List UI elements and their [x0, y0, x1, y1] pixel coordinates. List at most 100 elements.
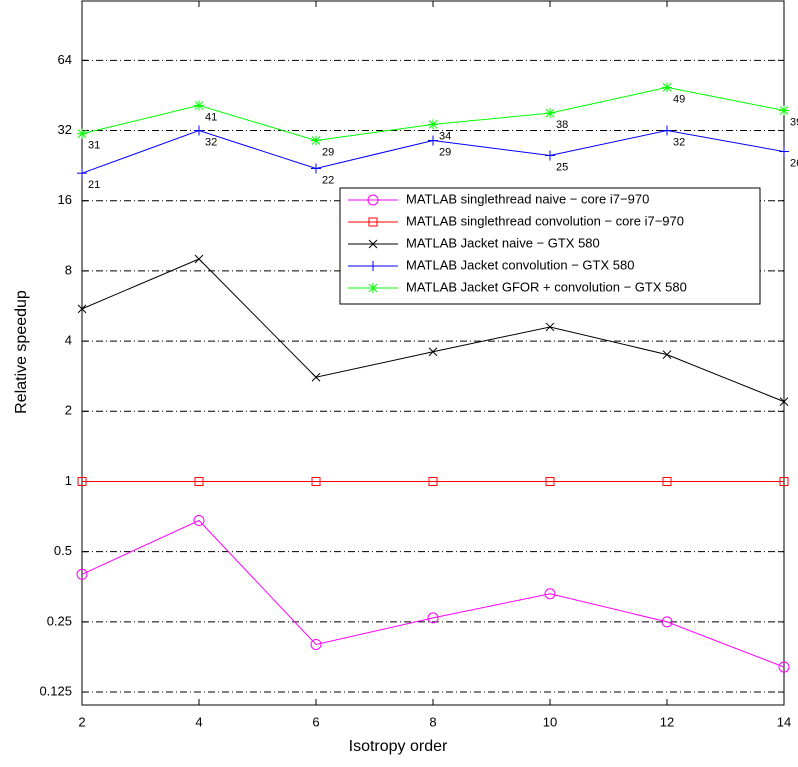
- y-tick-label: 32: [58, 122, 72, 137]
- marker-shape: [311, 476, 321, 486]
- marker: [779, 397, 789, 406]
- marker: [779, 476, 789, 486]
- x-tick-label: 14: [777, 714, 791, 729]
- data-label: 49: [673, 93, 685, 105]
- marker-stroke: [194, 254, 204, 264]
- y-tick-label: 2: [65, 403, 72, 418]
- marker: [368, 283, 378, 293]
- marker: [778, 661, 790, 673]
- marker: [77, 168, 87, 179]
- y-axis-label: Relative speedup: [13, 290, 30, 414]
- marker: [311, 476, 321, 486]
- marker: [428, 347, 438, 357]
- marker-shape: [368, 217, 378, 227]
- marker: [428, 476, 438, 486]
- data-label: 26: [790, 157, 798, 169]
- marker: [779, 105, 789, 116]
- marker-stroke: [545, 322, 555, 332]
- marker-stroke: [662, 350, 672, 359]
- marker: [545, 322, 555, 332]
- marker: [368, 261, 378, 271]
- marker-shape: [662, 476, 672, 486]
- marker: [662, 125, 672, 136]
- marker-stroke: [311, 136, 321, 145]
- data-label: 29: [322, 146, 334, 158]
- y-tick-label: 0.25: [47, 613, 72, 628]
- data-label: 32: [673, 136, 685, 148]
- marker-shape: [310, 638, 322, 650]
- marker-stroke: [194, 101, 204, 110]
- marker: [428, 119, 438, 130]
- data-label: 34: [439, 130, 451, 142]
- marker: [544, 588, 556, 600]
- x-axis-label: Isotropy order: [349, 738, 448, 755]
- marker-stroke: [779, 397, 789, 406]
- marker-shape: [427, 612, 439, 624]
- x-tick-label: 4: [195, 714, 202, 729]
- y-tick-label: 16: [58, 192, 72, 207]
- legend-box: [339, 187, 761, 305]
- marker-stroke: [311, 372, 321, 382]
- x-tick-label: 6: [312, 714, 319, 729]
- marker: [194, 125, 204, 136]
- y-tick-label: 0.5: [54, 543, 72, 558]
- data-label: 25: [556, 161, 568, 173]
- marker-stroke: [428, 347, 438, 357]
- marker: [662, 350, 672, 359]
- marker: [311, 372, 321, 382]
- marker: [661, 616, 673, 628]
- marker: [193, 515, 205, 527]
- marker-stroke: [368, 283, 378, 293]
- marker-stroke: [77, 304, 87, 314]
- marker: [545, 108, 555, 119]
- y-tick-label: 4: [65, 333, 72, 348]
- x-tick-label: 8: [429, 714, 436, 729]
- marker: [367, 194, 379, 206]
- marker: [427, 612, 439, 624]
- marker-shape: [778, 661, 790, 673]
- plot-frame: [81, 0, 785, 706]
- marker-stroke: [77, 129, 87, 139]
- legend-label: MATLAB Jacket convolution − GTX 580: [406, 257, 634, 272]
- data-label: 38: [556, 119, 568, 131]
- marker-stroke: [368, 239, 378, 249]
- marker: [310, 638, 322, 650]
- marker: [194, 100, 204, 111]
- marker: [545, 476, 555, 486]
- marker-shape: [545, 476, 555, 486]
- data-label: 22: [322, 174, 334, 186]
- data-label: 21: [88, 179, 100, 191]
- marker: [368, 239, 378, 249]
- legend-label: MATLAB Jacket GFOR + convolution − GTX 5…: [406, 279, 687, 294]
- marker-shape: [544, 588, 556, 600]
- marker: [194, 254, 204, 264]
- y-tick-label: 1: [65, 473, 72, 488]
- marker: [194, 476, 204, 486]
- data-label: 31: [88, 140, 100, 152]
- marker: [428, 135, 438, 146]
- legend-label: MATLAB singlethread convolution − core i…: [406, 213, 684, 228]
- marker-shape: [661, 616, 673, 628]
- marker-shape: [779, 476, 789, 486]
- marker: [368, 217, 378, 227]
- marker-shape: [77, 476, 87, 486]
- data-label: 29: [439, 146, 451, 158]
- marker: [311, 163, 321, 174]
- data-label: 39: [790, 116, 798, 128]
- marker: [76, 568, 88, 580]
- marker: [77, 304, 87, 314]
- marker-stroke: [779, 106, 789, 115]
- marker: [662, 82, 672, 93]
- marker: [311, 135, 321, 146]
- marker-stroke: [545, 108, 555, 118]
- y-tick-label: 8: [65, 262, 72, 277]
- marker-shape: [428, 476, 438, 486]
- marker-shape: [194, 476, 204, 486]
- data-label: 32: [205, 136, 217, 148]
- legend-label: MATLAB singlethread naive − core i7−970: [406, 191, 649, 206]
- marker: [779, 146, 789, 157]
- marker: [77, 128, 87, 139]
- series-line: [81, 519, 785, 668]
- x-tick-label: 2: [78, 714, 85, 729]
